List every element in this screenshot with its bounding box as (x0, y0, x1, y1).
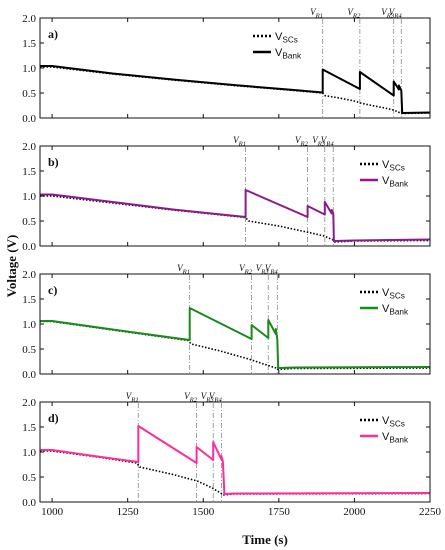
y-tick-label: 1.0 (22, 191, 36, 203)
series-line-vscs (40, 66, 431, 115)
annotation-r4: VR4 (389, 7, 403, 20)
y-tick-label: 0.5 (22, 344, 36, 356)
panel-d: 0.0 0.5 1.0 1.5 2.0 1000 1250 1500 1750 2000 2250 V… (22, 391, 441, 518)
legend-label-vscs: VSCs (275, 31, 298, 45)
y-axis-label: Voltage (V) (4, 235, 19, 298)
annotation-r1: VR1 (233, 135, 246, 148)
y-tick-label: 0.0 (22, 113, 36, 125)
annotation-r3: VR3 (312, 135, 326, 148)
annotation-r2: VR2 (347, 7, 361, 20)
annotation-r3: VR3 (381, 7, 395, 20)
y-tick-label: 0.5 (22, 472, 36, 484)
panel-label: b) (48, 155, 59, 169)
y-tick-label: 0.5 (22, 88, 36, 100)
series-line-vbank (40, 65, 431, 114)
annotation-r2: VR2 (239, 263, 253, 276)
y-tick-label: 0.0 (22, 241, 36, 253)
annotation-r1: VR1 (310, 7, 323, 20)
annotation-r4: VR4 (321, 135, 335, 148)
legend-label-vbank: VBank (275, 47, 302, 61)
x-tick-label: 1250 (117, 506, 140, 518)
y-tick-label: 1.5 (22, 294, 36, 306)
series-line-vscs (40, 320, 431, 371)
plot-frame (39, 273, 431, 375)
y-tick-label: 0.0 (22, 497, 36, 509)
y-tick-label: 1.5 (22, 166, 36, 178)
y-tick-label: 1.0 (22, 447, 36, 459)
x-tick-label: 2000 (343, 506, 366, 518)
y-tick-label: 1.0 (22, 319, 36, 331)
annotation-r2: VR2 (295, 135, 309, 148)
y-tick-label: 2.0 (22, 269, 36, 281)
y-tick-label: 1.5 (22, 422, 36, 434)
legend-label-vscs: VSCs (382, 287, 405, 301)
y-tick-label: 1.5 (22, 38, 36, 50)
y-tick-label: 0.0 (22, 369, 36, 381)
x-tick-label: 1750 (268, 506, 291, 518)
x-tick-label: 2250 (419, 506, 442, 518)
panel-label: d) (48, 411, 59, 425)
annotation-r1: VR1 (126, 391, 139, 404)
panel-label: a) (48, 27, 58, 41)
legend-label-vbank: VBank (382, 431, 409, 445)
series-line-vbank (40, 307, 431, 369)
y-tick-label: 1.0 (22, 63, 36, 75)
y-tick-label: 2.0 (22, 13, 36, 25)
series-line-vbank (40, 189, 431, 242)
series-line-vbank (40, 425, 431, 495)
y-tick-label: 0.5 (22, 216, 36, 228)
annotation-r3: VR3 (256, 263, 270, 276)
x-axis-label: Time (s) (242, 532, 288, 547)
x-tick-label: 1000 (41, 506, 64, 518)
plot-frame (39, 17, 431, 119)
plot-frame (39, 401, 431, 503)
legend-label-vscs: VSCs (382, 159, 405, 173)
annotation-r1: VR1 (177, 263, 190, 276)
series-line-vscs (40, 195, 431, 243)
legend-label-vscs: VSCs (382, 415, 405, 429)
panel-label: c) (48, 283, 57, 297)
annotation-r3: VR3 (201, 391, 215, 404)
legend-label-vbank: VBank (382, 175, 409, 189)
annotation-r4: VR4 (265, 263, 279, 276)
plot-frame (39, 145, 431, 247)
y-tick-label: 2.0 (22, 397, 36, 409)
y-tick-label: 2.0 (22, 141, 36, 153)
x-tick-label: 1500 (192, 506, 215, 518)
legend-label-vbank: VBank (382, 303, 409, 317)
annotation-r4: VR4 (209, 391, 223, 404)
annotation-r2: VR2 (184, 391, 198, 404)
